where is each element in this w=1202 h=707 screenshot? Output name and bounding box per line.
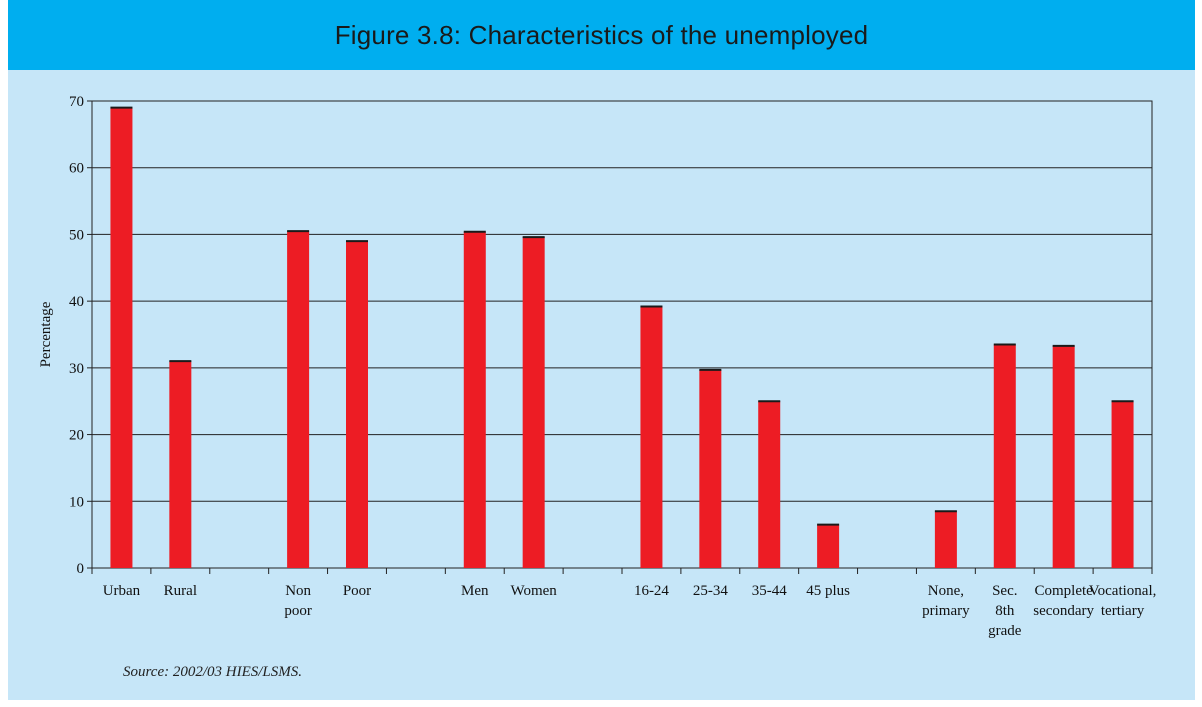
bar bbox=[522, 237, 545, 568]
x-category-label: Urban bbox=[103, 583, 141, 599]
y-tick-label: 0 bbox=[77, 561, 85, 577]
x-category-label: 35-44 bbox=[752, 583, 787, 599]
x-category-label: 8th bbox=[995, 603, 1015, 619]
x-category-label: Vocational, bbox=[1089, 583, 1157, 599]
x-category-label: Sec. bbox=[992, 583, 1017, 599]
x-category-label: secondary bbox=[1033, 603, 1094, 619]
x-category-label: grade bbox=[988, 623, 1022, 639]
bar bbox=[640, 306, 663, 568]
source-note: Source: 2002/03 HIES/LSMS. bbox=[123, 664, 303, 680]
x-category-label: None, bbox=[928, 583, 964, 599]
y-axis-label: Percentage bbox=[38, 301, 54, 367]
bar bbox=[934, 511, 957, 568]
x-category-label: Non bbox=[285, 583, 311, 599]
y-tick-label: 20 bbox=[69, 428, 84, 444]
x-category-label: tertiary bbox=[1101, 603, 1145, 619]
bar bbox=[169, 361, 192, 568]
figure-title: Figure 3.8: Characteristics of the unemp… bbox=[334, 19, 869, 50]
y-tick-label: 70 bbox=[69, 94, 84, 110]
x-category-label: Women bbox=[511, 583, 558, 599]
y-tick-label: 50 bbox=[69, 227, 84, 243]
bar bbox=[817, 524, 840, 568]
y-tick-label: 40 bbox=[69, 294, 84, 310]
bar bbox=[287, 231, 310, 569]
bar bbox=[110, 107, 133, 569]
x-category-label: poor bbox=[284, 603, 312, 619]
x-category-label: Complete bbox=[1035, 583, 1094, 599]
x-category-label: 45 plus bbox=[806, 583, 850, 599]
x-category-label: 25-34 bbox=[693, 583, 728, 599]
bar bbox=[1111, 401, 1134, 568]
bar bbox=[1052, 345, 1075, 568]
x-category-label: Poor bbox=[343, 583, 371, 599]
x-category-label: 16-24 bbox=[634, 583, 669, 599]
bar bbox=[699, 369, 722, 568]
bar bbox=[758, 401, 781, 568]
y-tick-label: 60 bbox=[69, 161, 84, 177]
y-tick-label: 30 bbox=[69, 361, 84, 377]
bar bbox=[463, 231, 486, 568]
x-category-label: primary bbox=[922, 603, 970, 619]
bar bbox=[993, 344, 1016, 568]
title-bar: Figure 3.8: Characteristics of the unemp… bbox=[8, 0, 1195, 70]
x-category-label: Men bbox=[461, 583, 489, 599]
x-category-label: Rural bbox=[164, 583, 197, 599]
plot-area-border bbox=[91, 100, 1153, 569]
y-tick-label: 10 bbox=[69, 494, 84, 510]
bar bbox=[346, 241, 368, 568]
